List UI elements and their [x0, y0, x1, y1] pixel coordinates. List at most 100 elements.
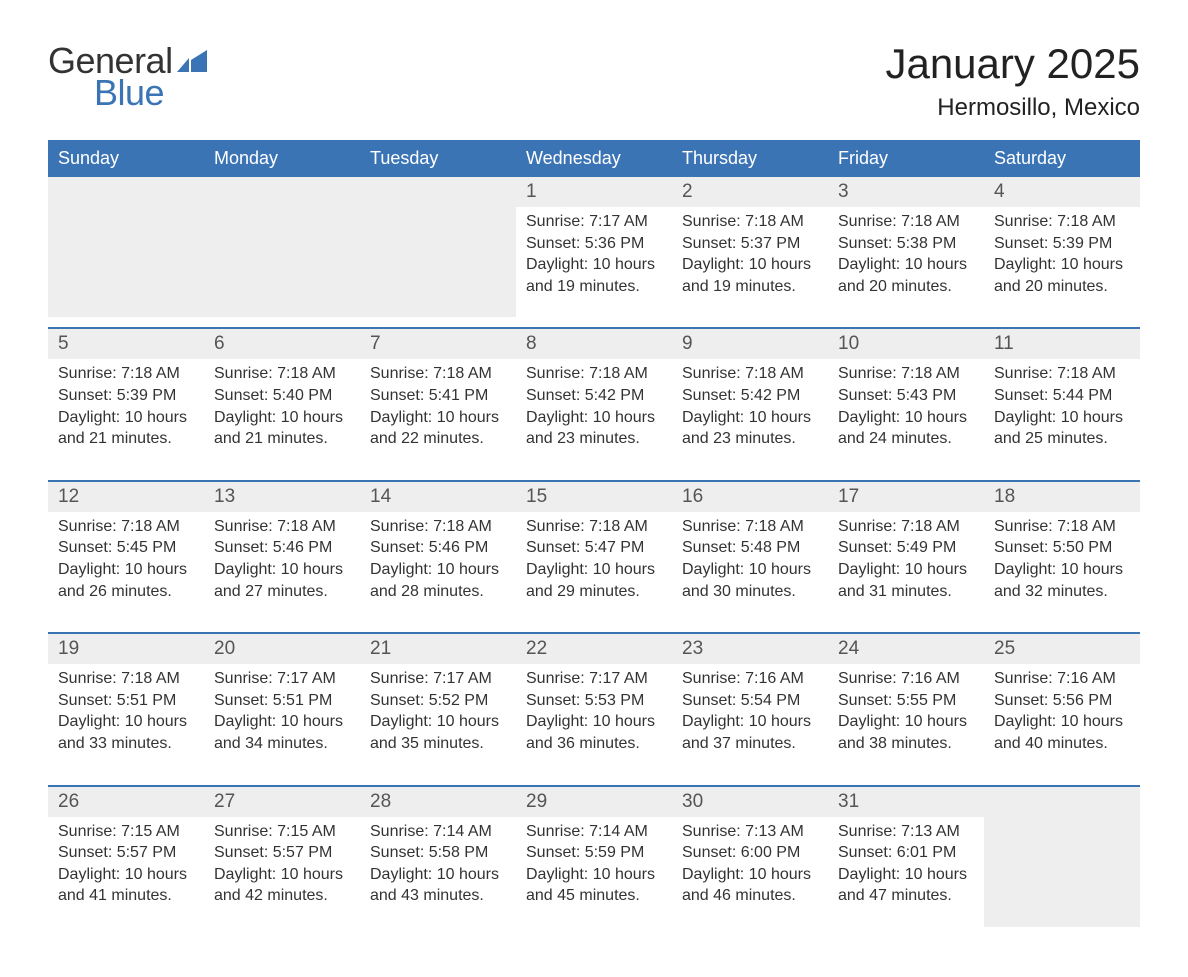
calendar-day-cell: 15Sunrise: 7:18 AMSunset: 5:47 PMDayligh…: [516, 481, 672, 633]
sunset-line: Sunset: 6:01 PM: [838, 842, 974, 864]
calendar-day-cell: 3 Sunrise: 7:18 AMSunset: 5:38 PMDaylight…: [828, 177, 984, 328]
day-body: Sunrise: 7:13 AMSunset: 6:01 PMDaylight:…: [828, 817, 984, 937]
day-number: [360, 177, 516, 207]
day-body: Sunrise: 7:18 AMSunset: 5:41 PMDaylight:…: [360, 359, 516, 479]
day-number: 14: [360, 482, 516, 512]
calendar-table: Sunday Monday Tuesday Wednesday Thursday…: [48, 140, 1140, 937]
weekday-header: Monday: [204, 140, 360, 177]
day-number: 6: [204, 329, 360, 359]
day-number: 3: [828, 177, 984, 207]
sunset-line: Sunset: 5:58 PM: [370, 842, 506, 864]
sunset-line: Sunset: 5:53 PM: [526, 690, 662, 712]
calendar-day-cell: [360, 177, 516, 328]
daylight-line: Daylight: 10 hours and 32 minutes.: [994, 559, 1130, 602]
sunrise-line: Sunrise: 7:15 AM: [58, 821, 194, 843]
sunset-line: Sunset: 5:38 PM: [838, 233, 974, 255]
day-body: Sunrise: 7:16 AMSunset: 5:56 PMDaylight:…: [984, 664, 1140, 784]
calendar-day-cell: 29Sunrise: 7:14 AMSunset: 5:59 PMDayligh…: [516, 786, 672, 937]
daylight-line: Daylight: 10 hours and 26 minutes.: [58, 559, 194, 602]
sunset-line: Sunset: 5:57 PM: [58, 842, 194, 864]
location-subtitle: Hermosillo, Mexico: [885, 94, 1140, 122]
calendar-day-cell: [204, 177, 360, 328]
day-number: 24: [828, 634, 984, 664]
sunset-line: Sunset: 5:56 PM: [994, 690, 1130, 712]
sunrise-line: Sunrise: 7:13 AM: [838, 821, 974, 843]
daylight-line: Daylight: 10 hours and 36 minutes.: [526, 711, 662, 754]
sunrise-line: Sunrise: 7:18 AM: [526, 363, 662, 385]
sunrise-line: Sunrise: 7:18 AM: [838, 211, 974, 233]
calendar-day-cell: 19Sunrise: 7:18 AMSunset: 5:51 PMDayligh…: [48, 633, 204, 785]
day-body: Sunrise: 7:18 AMSunset: 5:42 PMDaylight:…: [516, 359, 672, 479]
day-number: 18: [984, 482, 1140, 512]
day-number: 26: [48, 787, 204, 817]
calendar-day-cell: 18Sunrise: 7:18 AMSunset: 5:50 PMDayligh…: [984, 481, 1140, 633]
calendar-day-cell: 13Sunrise: 7:18 AMSunset: 5:46 PMDayligh…: [204, 481, 360, 633]
sunrise-line: Sunrise: 7:18 AM: [526, 516, 662, 538]
sunrise-line: Sunrise: 7:16 AM: [682, 668, 818, 690]
day-number: 4: [984, 177, 1140, 207]
daylight-line: Daylight: 10 hours and 38 minutes.: [838, 711, 974, 754]
day-body: Sunrise: 7:18 AMSunset: 5:45 PMDaylight:…: [48, 512, 204, 632]
sunset-line: Sunset: 5:51 PM: [58, 690, 194, 712]
sunrise-line: Sunrise: 7:17 AM: [526, 668, 662, 690]
daylight-line: Daylight: 10 hours and 20 minutes.: [838, 254, 974, 297]
daylight-line: Daylight: 10 hours and 35 minutes.: [370, 711, 506, 754]
weekday-header: Tuesday: [360, 140, 516, 177]
sunset-line: Sunset: 5:47 PM: [526, 537, 662, 559]
calendar-day-cell: 28Sunrise: 7:14 AMSunset: 5:58 PMDayligh…: [360, 786, 516, 937]
day-body: [360, 207, 516, 317]
sunset-line: Sunset: 5:39 PM: [994, 233, 1130, 255]
daylight-line: Daylight: 10 hours and 37 minutes.: [682, 711, 818, 754]
day-body: Sunrise: 7:18 AMSunset: 5:50 PMDaylight:…: [984, 512, 1140, 632]
sunrise-line: Sunrise: 7:18 AM: [58, 668, 194, 690]
calendar-day-cell: 5Sunrise: 7:18 AMSunset: 5:39 PMDaylight…: [48, 328, 204, 480]
calendar-day-cell: 27Sunrise: 7:15 AMSunset: 5:57 PMDayligh…: [204, 786, 360, 937]
sunset-line: Sunset: 5:59 PM: [526, 842, 662, 864]
page-header: General Blue January 2025 Hermosillo, Me…: [48, 40, 1140, 122]
day-body: [984, 817, 1140, 927]
daylight-line: Daylight: 10 hours and 21 minutes.: [214, 407, 350, 450]
sunset-line: Sunset: 5:37 PM: [682, 233, 818, 255]
sunset-line: Sunset: 5:51 PM: [214, 690, 350, 712]
daylight-line: Daylight: 10 hours and 20 minutes.: [994, 254, 1130, 297]
sunrise-line: Sunrise: 7:18 AM: [370, 363, 506, 385]
day-number: 12: [48, 482, 204, 512]
sunrise-line: Sunrise: 7:18 AM: [214, 516, 350, 538]
sunrise-line: Sunrise: 7:16 AM: [838, 668, 974, 690]
calendar-week-row: 5Sunrise: 7:18 AMSunset: 5:39 PMDaylight…: [48, 328, 1140, 480]
sunset-line: Sunset: 5:42 PM: [682, 385, 818, 407]
sunset-line: Sunset: 5:57 PM: [214, 842, 350, 864]
calendar-day-cell: 4 Sunrise: 7:18 AMSunset: 5:39 PMDaylight…: [984, 177, 1140, 328]
day-number: 25: [984, 634, 1140, 664]
sunrise-line: Sunrise: 7:14 AM: [370, 821, 506, 843]
sunrise-line: Sunrise: 7:17 AM: [214, 668, 350, 690]
calendar-day-cell: 6Sunrise: 7:18 AMSunset: 5:40 PMDaylight…: [204, 328, 360, 480]
sunset-line: Sunset: 5:49 PM: [838, 537, 974, 559]
day-number: 20: [204, 634, 360, 664]
weekday-header: Sunday: [48, 140, 204, 177]
sunrise-line: Sunrise: 7:18 AM: [838, 363, 974, 385]
daylight-line: Daylight: 10 hours and 22 minutes.: [370, 407, 506, 450]
day-number: [984, 787, 1140, 817]
day-number: 30: [672, 787, 828, 817]
calendar-day-cell: 30Sunrise: 7:13 AMSunset: 6:00 PMDayligh…: [672, 786, 828, 937]
sunrise-line: Sunrise: 7:18 AM: [370, 516, 506, 538]
calendar-day-cell: 14Sunrise: 7:18 AMSunset: 5:46 PMDayligh…: [360, 481, 516, 633]
sunrise-line: Sunrise: 7:16 AM: [994, 668, 1130, 690]
calendar-day-cell: 24Sunrise: 7:16 AMSunset: 5:55 PMDayligh…: [828, 633, 984, 785]
day-number: 10: [828, 329, 984, 359]
sunrise-line: Sunrise: 7:18 AM: [994, 211, 1130, 233]
day-body: [204, 207, 360, 317]
sunrise-line: Sunrise: 7:17 AM: [526, 211, 662, 233]
calendar-day-cell: 1Sunrise: 7:17 AMSunset: 5:36 PMDaylight…: [516, 177, 672, 328]
calendar-day-cell: 25Sunrise: 7:16 AMSunset: 5:56 PMDayligh…: [984, 633, 1140, 785]
day-number: [48, 177, 204, 207]
sunrise-line: Sunrise: 7:18 AM: [994, 516, 1130, 538]
weekday-header: Friday: [828, 140, 984, 177]
calendar-day-cell: [48, 177, 204, 328]
day-body: Sunrise: 7:16 AMSunset: 5:54 PMDaylight:…: [672, 664, 828, 784]
calendar-day-cell: 20Sunrise: 7:17 AMSunset: 5:51 PMDayligh…: [204, 633, 360, 785]
daylight-line: Daylight: 10 hours and 33 minutes.: [58, 711, 194, 754]
day-number: 16: [672, 482, 828, 512]
daylight-line: Daylight: 10 hours and 24 minutes.: [838, 407, 974, 450]
